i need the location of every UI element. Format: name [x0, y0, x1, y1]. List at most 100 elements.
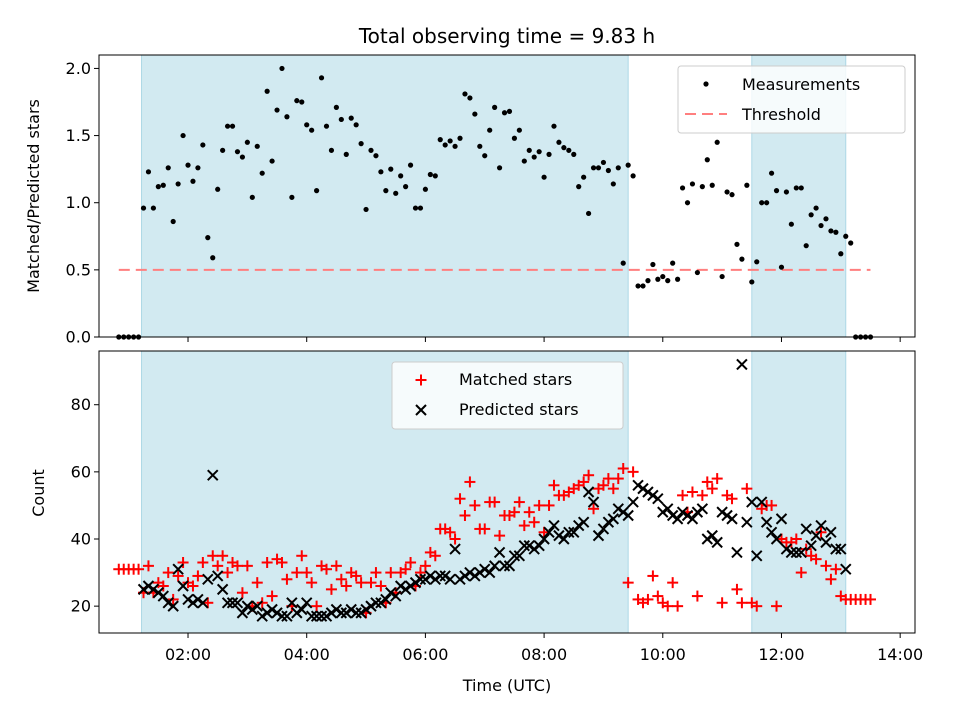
predicted-star-point	[345, 603, 357, 616]
predicted-star-point-b	[637, 482, 649, 495]
predicted-star-point	[404, 580, 417, 592]
predicted-star-point-b	[355, 607, 367, 619]
matched-star-point	[350, 570, 362, 582]
predicted-star-point-b	[172, 563, 184, 575]
predicted-star-point	[172, 563, 184, 575]
predicted-star-point	[221, 597, 234, 609]
predicted-star-point-b	[528, 543, 540, 555]
predicted-star-point	[835, 543, 847, 555]
legend-measurements-label: Measurements	[742, 75, 860, 94]
measurement-point	[838, 251, 844, 257]
predicted-star-point	[681, 509, 694, 522]
predicted-star-point-b	[261, 607, 273, 619]
bottom-legend-box	[391, 361, 624, 430]
predicted-star-point	[662, 503, 674, 515]
measurement-point	[318, 75, 325, 81]
predicted-star-point-b	[543, 526, 555, 538]
predicted-star-point	[291, 607, 303, 619]
predicted-star-point-b	[587, 496, 600, 508]
matched-star-point	[711, 473, 723, 485]
measurement-point	[640, 283, 646, 289]
predicted-star-point-b	[711, 536, 723, 549]
measurement-point	[279, 65, 285, 72]
predicted-star-point	[276, 610, 288, 622]
measurement-point	[422, 186, 428, 192]
predicted-star-point-b	[350, 607, 362, 619]
matched-star-point	[301, 567, 313, 579]
predicted-star-point-b	[380, 593, 392, 606]
predicted-star-point	[444, 573, 456, 585]
matched-star-point	[479, 523, 491, 535]
predicted-star-point	[226, 597, 239, 609]
matched-star-point	[256, 597, 268, 609]
matched-star-point	[533, 499, 545, 511]
matched-star-point	[736, 597, 748, 609]
predicted-star-point	[498, 560, 511, 572]
measurement-point	[412, 205, 419, 211]
predicted-star-point-b	[652, 493, 664, 505]
predicted-star-point-b	[246, 603, 259, 616]
predicted-star-point	[474, 566, 486, 579]
predicted-star-point	[810, 529, 822, 542]
predicted-star-point-b	[197, 597, 209, 609]
matched-star-point	[662, 600, 674, 612]
predicted-star-point-b	[202, 573, 214, 585]
predicted-star-point	[370, 597, 382, 609]
measurement-point	[526, 147, 532, 153]
measurement-point	[314, 188, 320, 194]
predicted-star-point-b	[271, 607, 283, 619]
measurement-point	[813, 205, 819, 211]
top-panel: 0.00.51.01.52.0 Matched/Predicted stars …	[24, 54, 916, 347]
predicted-star-point	[518, 540, 531, 552]
matched-star-point	[469, 499, 481, 511]
predicted-star-point-b	[236, 607, 249, 619]
predicted-star-point-b	[177, 580, 189, 592]
predicted-star-point	[454, 573, 466, 585]
predicted-star-point-b	[513, 550, 526, 562]
legend-predicted-marker	[415, 404, 427, 416]
predicted-star-point	[479, 563, 491, 575]
measurement-point	[818, 222, 824, 229]
measurement-point	[155, 184, 161, 190]
predicted-star-point-b	[726, 513, 738, 525]
matched-star-point	[751, 600, 763, 612]
predicted-star-point-b	[825, 526, 837, 538]
shaded-interval	[751, 351, 846, 633]
predicted-star-point-b	[404, 580, 417, 592]
predicted-star-point-b	[266, 603, 278, 616]
predicted-star-point-b	[548, 519, 560, 532]
predicted-star-point-b	[434, 570, 446, 582]
predicted-star-point	[469, 570, 481, 582]
measurement-points	[116, 65, 874, 340]
matched-star-point	[459, 510, 471, 521]
matched-star-point	[647, 570, 659, 582]
top-y-tick-label: 2.0	[66, 59, 91, 78]
predicted-star-point-b	[815, 519, 827, 532]
predicted-star-point	[607, 513, 620, 525]
measurement-point	[323, 123, 330, 129]
matched-star-point	[716, 597, 728, 609]
matched-star-point	[340, 580, 352, 592]
measurement-point	[363, 206, 369, 213]
measurement-point	[309, 127, 315, 133]
measurement-point	[378, 169, 384, 175]
measurement-point	[675, 276, 681, 282]
matched-star-point	[142, 560, 154, 572]
matched-star-point	[677, 489, 689, 501]
measurement-point	[328, 147, 335, 153]
bottom-x-tick-label: 14:00	[877, 645, 923, 664]
top-y-axis-label: Matched/Predicted stars	[24, 99, 43, 293]
measurement-point	[655, 276, 661, 282]
matched-star-point	[617, 463, 629, 474]
matched-star-point	[414, 567, 426, 579]
bottom-y-tick-label: 40	[71, 530, 91, 549]
measurement-point	[244, 139, 250, 145]
measurement-point	[709, 182, 715, 188]
matched-star-point	[864, 593, 876, 605]
predicted-star-point-b	[563, 526, 575, 538]
predicted-star-point-b	[370, 597, 382, 609]
measurement-point	[645, 278, 651, 284]
predicted-star-point-b	[399, 583, 412, 596]
legend-matched-plus	[415, 374, 427, 386]
top-y-tick-label: 1.5	[66, 126, 91, 145]
